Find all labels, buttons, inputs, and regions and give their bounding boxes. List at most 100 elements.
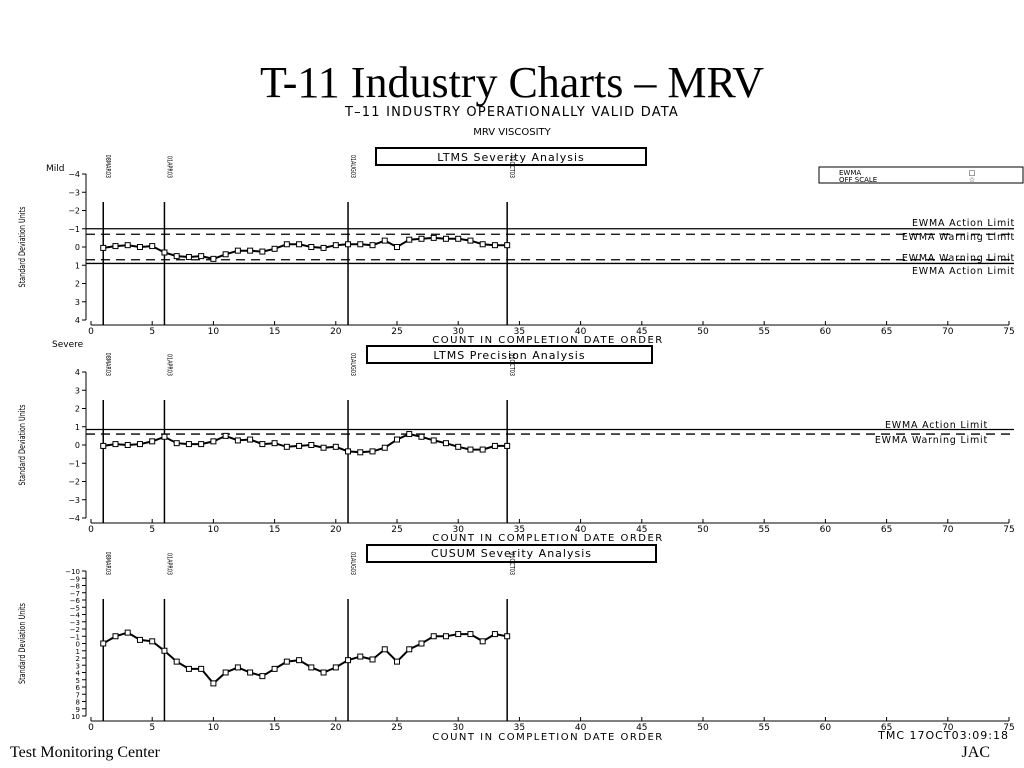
event-marker-label: 01AUG03	[349, 155, 357, 178]
data-point	[149, 243, 156, 250]
x-tick-label: 25	[391, 525, 402, 535]
y-axis-top-label: Mild	[46, 164, 64, 174]
x-tick-label: 40	[575, 327, 587, 337]
data-point	[369, 656, 376, 663]
x-tick-label: 20	[330, 723, 342, 733]
x-tick-label: 75	[1003, 723, 1014, 733]
data-point	[394, 436, 400, 443]
data-point	[136, 636, 143, 643]
data-point	[198, 253, 205, 260]
y-tick-label: −5	[70, 604, 80, 612]
data-point	[308, 244, 315, 250]
data-point	[357, 449, 364, 456]
x-tick-label: 55	[758, 327, 769, 337]
data-point	[455, 443, 462, 450]
data-point	[418, 235, 425, 242]
x-tick-label: 45	[636, 525, 647, 535]
data-point	[320, 244, 327, 251]
y-tick-label: 2	[75, 280, 80, 289]
data-point	[247, 247, 254, 254]
data-point	[345, 448, 352, 455]
data-point	[479, 446, 486, 453]
chart-title: LTMS Precision Analysis	[433, 349, 585, 362]
data-point	[136, 441, 143, 448]
data-point	[491, 442, 498, 449]
y-tick-label: −4	[68, 170, 80, 179]
x-tick-label: 60	[820, 723, 832, 733]
data-point	[185, 254, 192, 261]
data-point	[467, 631, 474, 638]
data-point	[112, 243, 119, 250]
y-tick-label: 2	[75, 405, 80, 414]
data-point	[234, 437, 241, 444]
x-tick-label: 60	[820, 327, 832, 337]
y-tick-label: −1	[68, 225, 80, 234]
y-tick-label: −2	[68, 478, 80, 487]
event-marker-label: 01OCT03	[508, 155, 516, 178]
y-tick-label: 0	[76, 641, 80, 649]
data-point	[296, 442, 303, 449]
data-point	[296, 241, 303, 248]
y-tick-label: −3	[68, 496, 80, 505]
data-point	[247, 669, 254, 676]
data-point	[173, 253, 180, 260]
x-tick-label: 0	[88, 525, 94, 535]
event-marker-label: 01APR03	[165, 156, 173, 178]
y-tick-label: −3	[68, 188, 80, 197]
event-marker-label: 08MAR03	[104, 353, 112, 377]
y-tick-label: 1	[76, 648, 80, 656]
y-tick-label: 5	[76, 677, 80, 685]
data-point	[345, 241, 352, 248]
data-point	[271, 665, 278, 672]
data-point	[198, 441, 205, 448]
series-line	[103, 433, 508, 454]
y-axis-label: Standard Deviation Units	[17, 603, 27, 684]
data-point	[430, 437, 437, 444]
event-marker-label: 08MAR03	[104, 552, 112, 576]
data-point	[504, 442, 511, 449]
x-axis-label: COUNT IN COMPLETION DATE ORDER	[432, 335, 664, 346]
y-tick-label: −2	[70, 626, 80, 634]
data-point	[173, 440, 180, 447]
data-point	[100, 442, 107, 449]
legend-symbol: □	[969, 169, 976, 177]
x-tick-label: 15	[269, 327, 280, 337]
x-tick-label: 15	[269, 723, 280, 733]
limit-label: EWMA Action Limit	[912, 218, 1015, 229]
data-point	[418, 433, 425, 440]
data-point	[357, 241, 364, 248]
chart-panel-1: LTMS Severity Analysis −4 −3 −2 −1 0 1 2 3 4 Stand…	[17, 147, 1015, 350]
data-point	[430, 633, 437, 640]
event-marker-label: 01OCT03	[508, 353, 516, 376]
data-point	[149, 638, 156, 645]
x-tick-label: 50	[697, 525, 709, 535]
y-tick-label: 1	[75, 423, 80, 432]
y-axis-label: Standard Deviation Units	[17, 404, 27, 485]
x-tick-label: 25	[391, 723, 402, 733]
data-point	[234, 247, 241, 254]
limit-label: EWMA Warning Limit	[902, 253, 1015, 264]
data-point	[332, 443, 339, 450]
data-point	[369, 448, 376, 455]
data-point	[418, 640, 425, 647]
x-tick-label: 70	[942, 525, 954, 535]
y-tick-label: −6	[70, 597, 81, 605]
x-tick-label: 65	[881, 327, 892, 337]
x-tick-label: 75	[1003, 327, 1014, 337]
x-tick-label: 60	[820, 525, 832, 535]
data-point	[283, 241, 290, 248]
data-point	[124, 442, 131, 448]
x-tick-label: 50	[697, 723, 709, 733]
data-point	[430, 234, 437, 241]
legend-label: OFF SCALE	[839, 176, 877, 184]
event-marker-label: 01AUG03	[349, 353, 357, 376]
chart-header-title: T–11 INDUSTRY OPERATIONALLY VALID DATA	[344, 105, 679, 120]
y-tick-label: −9	[70, 575, 80, 583]
data-point	[479, 241, 486, 248]
x-tick-label: 15	[269, 525, 280, 535]
data-point	[296, 657, 303, 664]
x-tick-label: 50	[697, 327, 709, 337]
data-point	[442, 633, 449, 640]
event-marker-label: 08MAR03	[104, 155, 112, 179]
data-point	[381, 444, 388, 451]
